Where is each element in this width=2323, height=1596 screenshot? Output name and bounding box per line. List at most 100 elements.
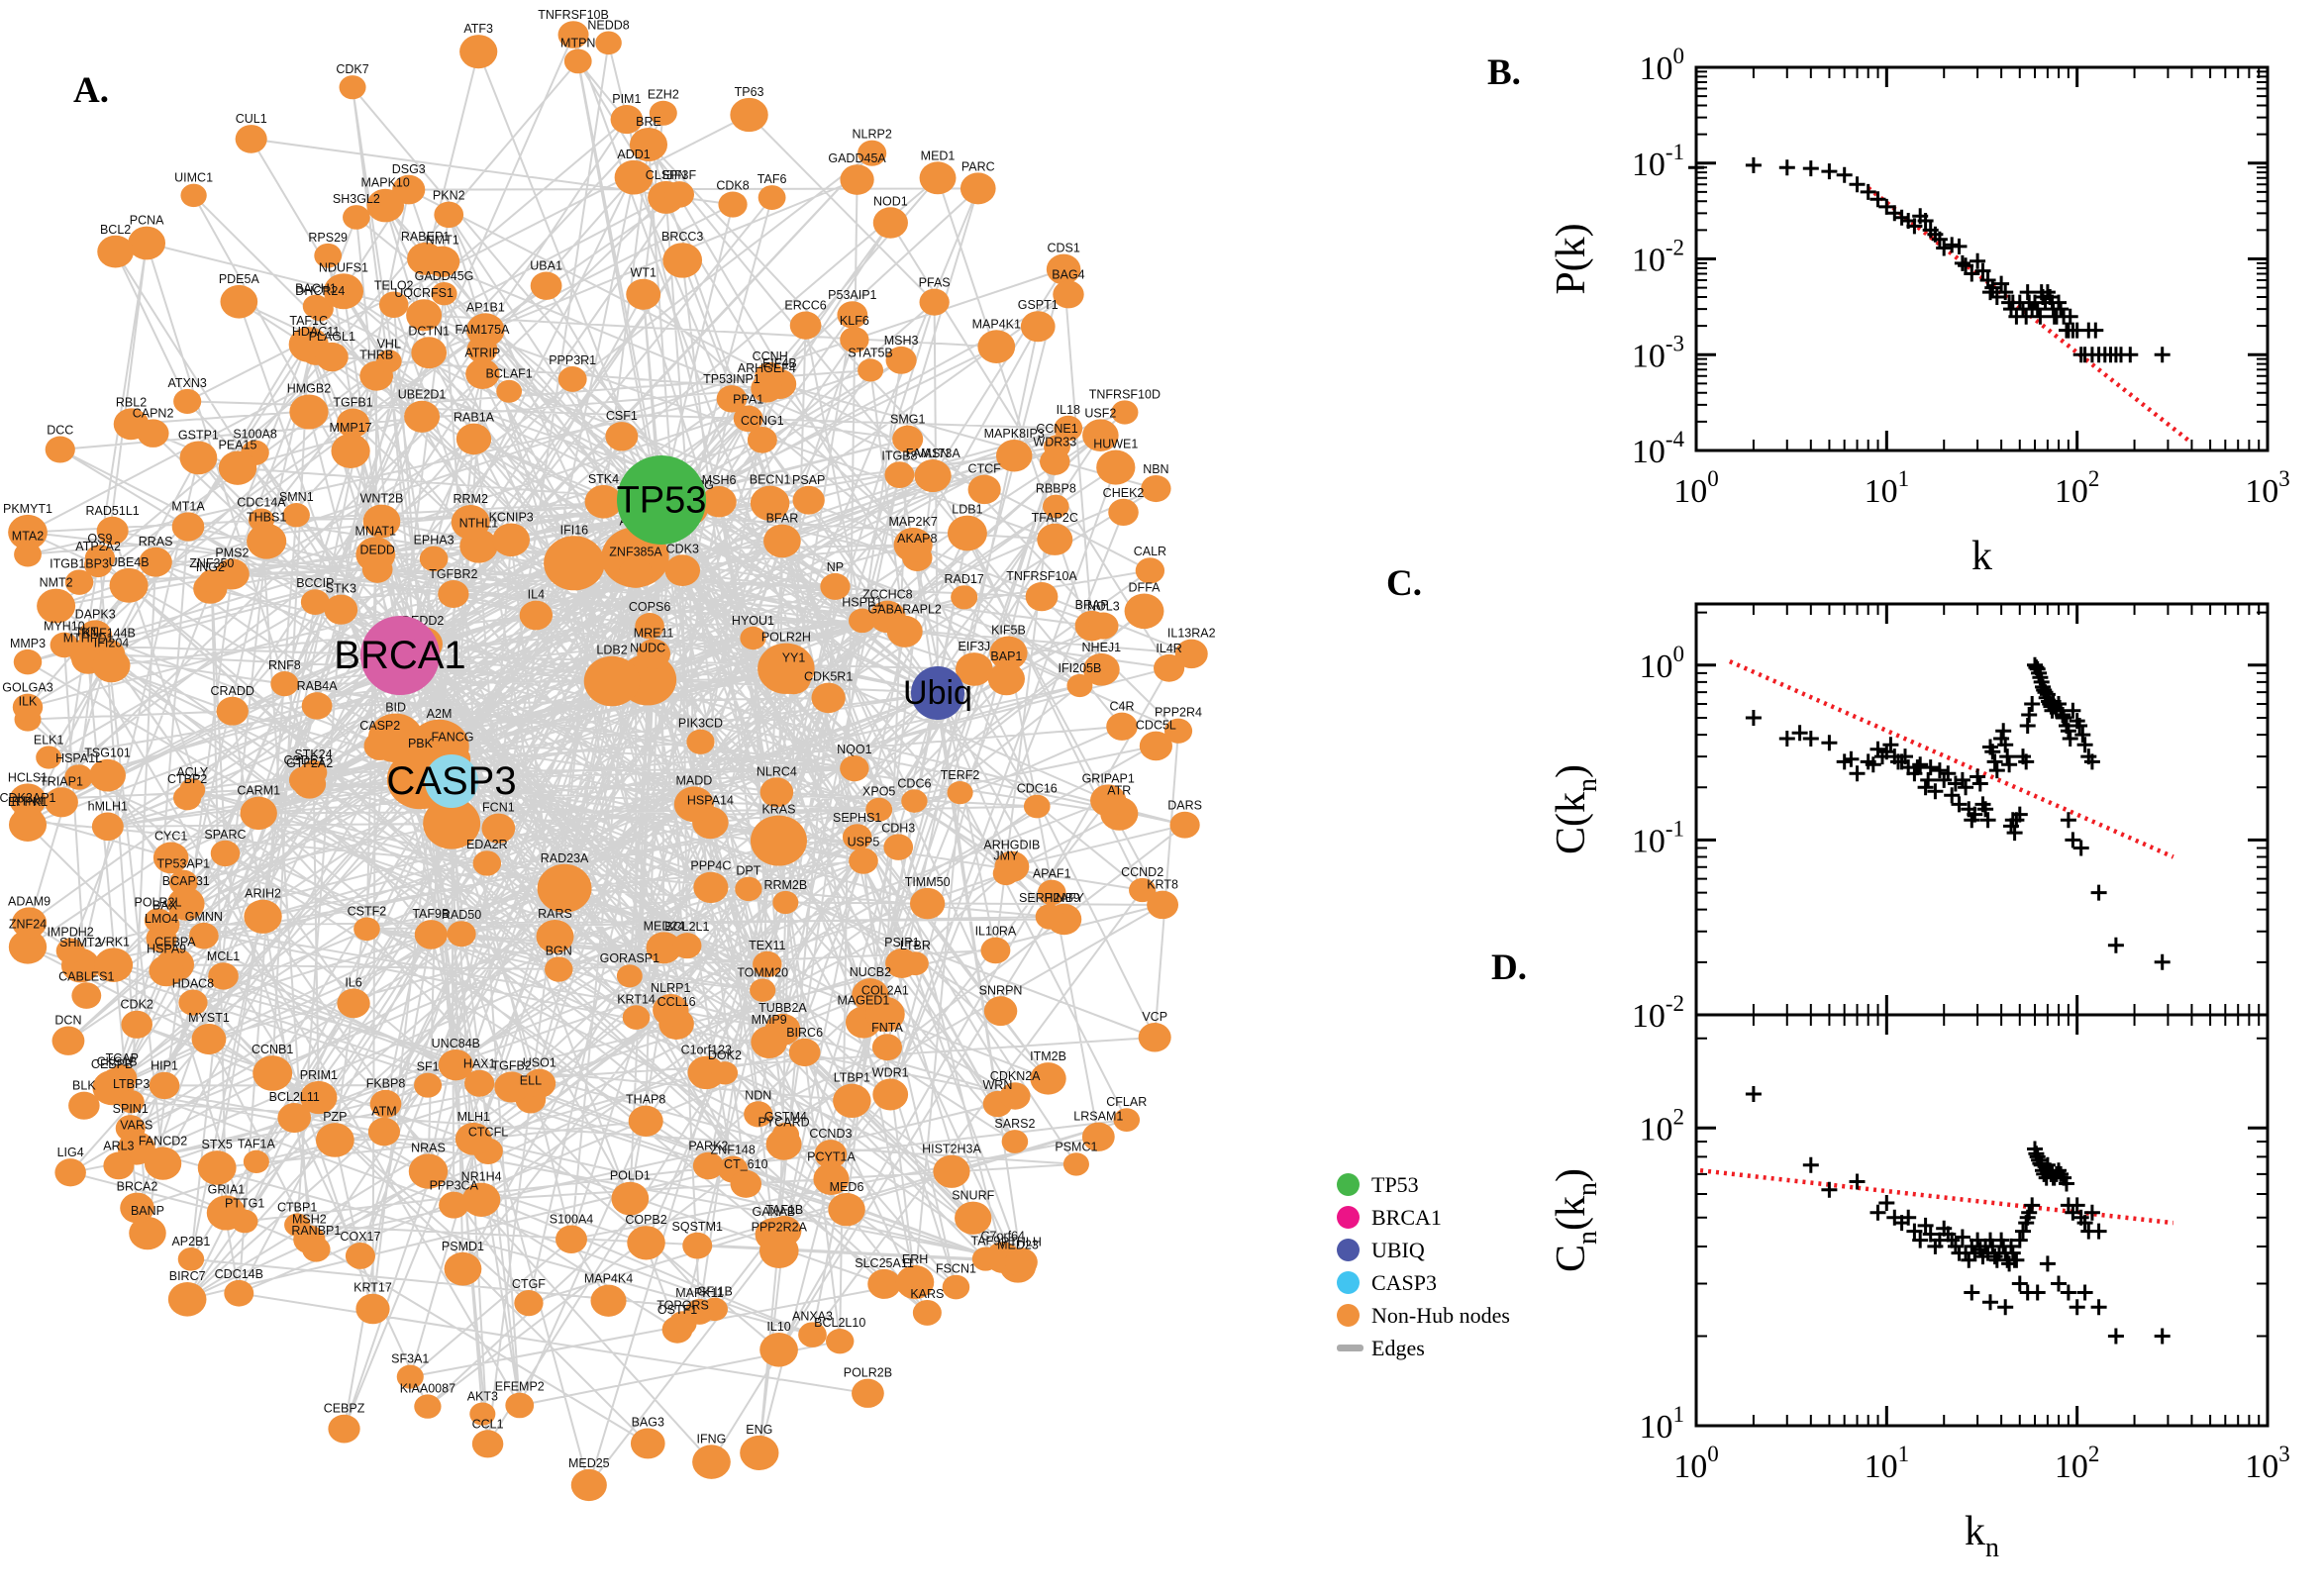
- svg-text:HDAC8: HDAC8: [172, 977, 214, 991]
- svg-text:CDC16: CDC16: [1017, 782, 1058, 796]
- svg-text:CSTF2: CSTF2: [348, 904, 387, 918]
- node-swatch-icon: [1337, 1239, 1360, 1261]
- svg-text:10-1: 10-1: [1632, 140, 1684, 183]
- network-hub-nodes: TP53 BRCA1 CASP3 Ubiq: [334, 455, 972, 808]
- plot-panel-b: 100 101 102 103 100 10-1 10-2 10-3 10-4 P(k) k: [1549, 44, 2290, 579]
- svg-text:FSCN1: FSCN1: [936, 1262, 976, 1276]
- svg-text:BECN1: BECN1: [750, 473, 791, 487]
- svg-text:NUCB2: NUCB2: [850, 965, 891, 979]
- svg-text:RNF8: RNF8: [268, 658, 301, 672]
- svg-text:KRT14: KRT14: [617, 992, 656, 1006]
- svg-text:ARHGEF4: ARHGEF4: [738, 361, 796, 375]
- svg-text:DAPK3: DAPK3: [75, 607, 116, 621]
- svg-text:CDK5R1: CDK5R1: [804, 670, 853, 684]
- svg-text:ERCC6: ERCC6: [784, 299, 826, 313]
- svg-text:EIF3F: EIF3F: [662, 168, 696, 182]
- svg-text:P53AIP1: P53AIP1: [828, 288, 876, 302]
- svg-text:101: 101: [1865, 466, 1910, 510]
- svg-text:USF2: USF2: [1084, 406, 1116, 420]
- svg-text:COX17: COX17: [340, 1230, 380, 1244]
- svg-text:BFAR: BFAR: [766, 512, 799, 526]
- svg-text:TAF6: TAF6: [758, 172, 787, 186]
- svg-text:VRK1: VRK1: [97, 935, 130, 948]
- svg-text:TIMM50: TIMM50: [905, 875, 951, 889]
- svg-text:GSPT1: GSPT1: [1018, 298, 1059, 312]
- svg-text:COPS6: COPS6: [629, 600, 670, 614]
- y-axis-label: P(k): [1549, 223, 1594, 294]
- svg-text:TEX11: TEX11: [749, 939, 785, 952]
- svg-text:PLAGL1: PLAGL1: [309, 330, 355, 344]
- svg-text:ERH: ERH: [902, 1252, 928, 1266]
- svg-text:ILK: ILK: [19, 695, 38, 709]
- svg-text:THAP8: THAP8: [626, 1093, 665, 1107]
- svg-text:HSPB1: HSPB1: [842, 596, 882, 610]
- svg-text:APAF1: APAF1: [1033, 867, 1071, 881]
- svg-text:MAP4K1: MAP4K1: [972, 317, 1021, 331]
- svg-text:FAM173A: FAM173A: [906, 447, 961, 460]
- svg-text:PBK: PBK: [408, 737, 434, 750]
- svg-text:DPT: DPT: [736, 864, 760, 878]
- svg-text:RBL2: RBL2: [116, 395, 147, 409]
- svg-text:SARS2: SARS2: [994, 1117, 1035, 1131]
- svg-text:BACH1: BACH1: [295, 282, 337, 296]
- svg-text:DFFA: DFFA: [1129, 581, 1162, 595]
- svg-text:ELK1: ELK1: [34, 733, 64, 747]
- svg-text:RPS29: RPS29: [308, 231, 348, 245]
- svg-text:ATXN3: ATXN3: [167, 376, 206, 390]
- svg-text:TOMM20: TOMM20: [737, 965, 788, 979]
- svg-text:CALR: CALR: [1134, 545, 1166, 558]
- svg-text:IL18: IL18: [1057, 403, 1080, 417]
- legend: TP53 BRCA1 UBIQ CASP3 Non-Hub nodes Edges: [1337, 1168, 1510, 1364]
- svg-text:MED23: MED23: [997, 1238, 1039, 1251]
- svg-text:FKBP8: FKBP8: [366, 1077, 406, 1091]
- svg-text:ANXA3: ANXA3: [792, 1309, 833, 1323]
- svg-text:HSPA9: HSPA9: [147, 943, 186, 956]
- svg-text:GSTP1: GSTP1: [178, 428, 219, 442]
- svg-text:AKAP8: AKAP8: [897, 532, 937, 546]
- svg-text:VARS: VARS: [120, 1119, 152, 1133]
- svg-text:100: 100: [1640, 44, 1685, 87]
- svg-text:C4R: C4R: [1110, 700, 1135, 714]
- svg-text:CCNB1: CCNB1: [252, 1043, 293, 1056]
- legend-item-brca1: BRCA1: [1337, 1201, 1510, 1234]
- svg-text:MLH1: MLH1: [457, 1110, 490, 1124]
- svg-text:ITGB8: ITGB8: [881, 449, 917, 462]
- svg-text:MED1: MED1: [921, 149, 956, 162]
- svg-text:SPARC: SPARC: [204, 828, 246, 842]
- svg-text:ITM2B: ITM2B: [1030, 1049, 1066, 1063]
- svg-text:BCAP31: BCAP31: [162, 874, 210, 888]
- svg-text:AP2B1: AP2B1: [171, 1235, 210, 1248]
- svg-text:RNF144B: RNF144B: [81, 627, 136, 641]
- svg-text:PTHLH: PTHLH: [1001, 1235, 1042, 1248]
- svg-text:SMG1: SMG1: [890, 413, 925, 427]
- svg-text:BAG4: BAG4: [1052, 267, 1084, 281]
- svg-text:BCCIP: BCCIP: [296, 576, 334, 590]
- svg-text:LTBP3: LTBP3: [113, 1077, 150, 1091]
- svg-text:ATM: ATM: [371, 1105, 396, 1119]
- svg-text:EDA2R: EDA2R: [466, 838, 508, 851]
- svg-text:IFI16: IFI16: [560, 523, 589, 537]
- svg-text:DCN: DCN: [54, 1014, 81, 1028]
- svg-text:BANP: BANP: [131, 1204, 164, 1218]
- svg-text:IL4: IL4: [528, 588, 545, 602]
- svg-text:BRCA1: BRCA1: [334, 634, 465, 677]
- svg-text:Ubiq: Ubiq: [903, 674, 972, 712]
- svg-text:TP53AP1: TP53AP1: [157, 857, 211, 871]
- svg-text:HIP1: HIP1: [151, 1059, 178, 1073]
- svg-text:BCL2L1: BCL2L1: [664, 920, 709, 934]
- svg-text:RAD50: RAD50: [442, 908, 481, 922]
- svg-text:HYOU1: HYOU1: [732, 614, 774, 628]
- svg-text:KIAA0087: KIAA0087: [400, 1381, 455, 1395]
- svg-text:TCAP: TCAP: [106, 1051, 139, 1065]
- svg-text:ARHGDIB: ARHGDIB: [983, 839, 1040, 852]
- svg-text:CSDE1: CSDE1: [283, 753, 325, 767]
- svg-text:VCP: VCP: [1142, 1010, 1167, 1024]
- svg-text:MED24: MED24: [644, 919, 685, 933]
- svg-text:MT1A: MT1A: [171, 499, 205, 513]
- svg-text:BAP1: BAP1: [990, 649, 1022, 663]
- svg-text:NUDC: NUDC: [630, 642, 665, 655]
- svg-text:ITGB1BP3: ITGB1BP3: [50, 556, 109, 570]
- svg-text:PTTG1: PTTG1: [225, 1197, 264, 1211]
- svg-text:hMLH1: hMLH1: [88, 800, 128, 814]
- svg-text:CUL1: CUL1: [236, 112, 267, 126]
